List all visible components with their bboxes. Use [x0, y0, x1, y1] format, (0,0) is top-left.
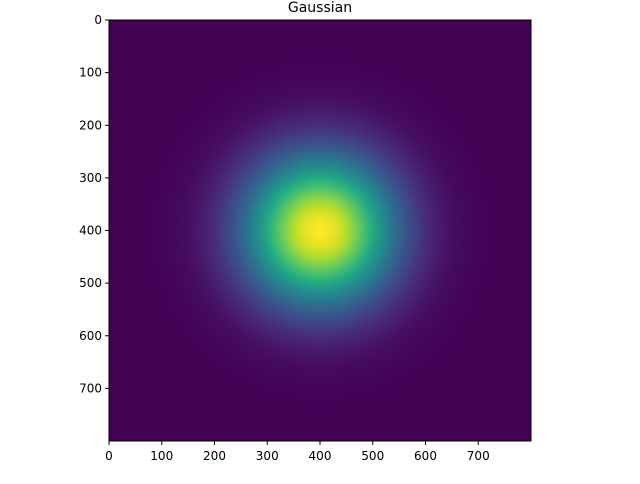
x-tick-label: 700 [467, 449, 490, 463]
axes: 0 100 200 300 400 500 600 700 0 100 200 300 400 500 60… [79, 13, 532, 463]
heatmap-image [109, 20, 531, 441]
chart-title: Gaussian [288, 0, 352, 16]
y-tick-label: 0 [94, 13, 102, 27]
x-tick-label: 500 [361, 449, 384, 463]
x-tick-label: 600 [414, 449, 437, 463]
y-tick-label: 700 [79, 381, 102, 395]
x-tick-label: 400 [309, 449, 332, 463]
y-tick-label: 400 [79, 224, 102, 238]
y-tick-label: 200 [79, 118, 102, 132]
y-tick-label: 500 [79, 276, 102, 290]
heatmap-image-wrap [109, 20, 531, 441]
x-tick-label: 0 [105, 449, 113, 463]
x-tick-label: 200 [203, 449, 226, 463]
y-tick-label: 100 [79, 66, 102, 80]
x-tick-label: 100 [150, 449, 173, 463]
x-tick-label: 300 [256, 449, 279, 463]
y-tick-label: 300 [79, 171, 102, 185]
y-tick-label: 600 [79, 329, 102, 343]
